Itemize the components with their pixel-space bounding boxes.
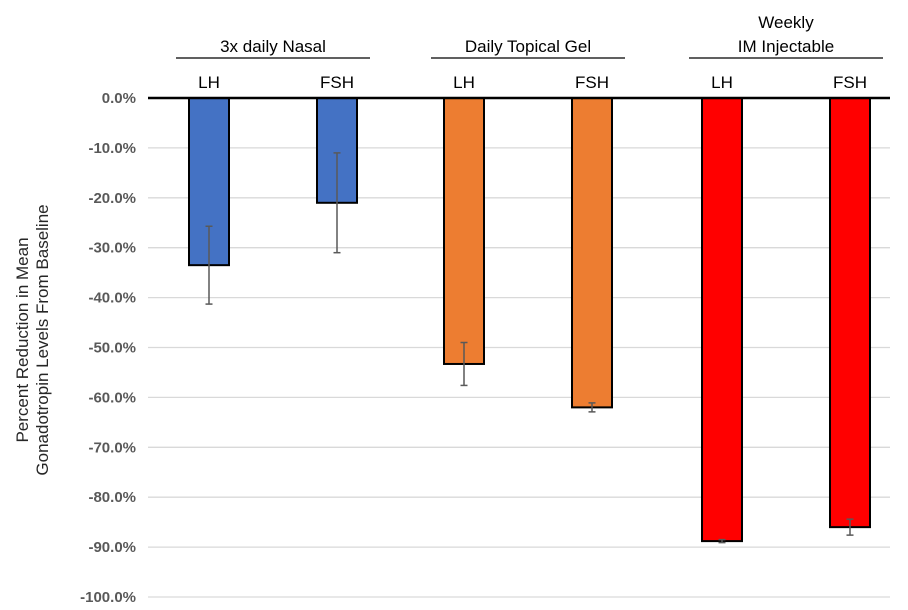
y-tick-labels: 0.0% -10.0% -20.0% -30.0% -40.0% -50.0% -60.0%… [80,90,136,606]
bars [188,97,871,543]
category-label: FSH [833,73,867,92]
group-label: IM Injectable [738,37,834,56]
y-tick-label: 0.0% [102,90,136,107]
y-tick-label: -30.0% [88,240,136,257]
y-tick-label: -20.0% [88,190,136,207]
group-label: 3x daily Nasal [220,37,326,56]
bar-lh [701,97,743,543]
y-tick-label: -40.0% [88,290,136,307]
y-tick-label: -100.0% [80,589,136,606]
error-bars [205,152,854,544]
group-label: Daily Topical Gel [465,37,591,56]
category-label: FSH [575,73,609,92]
y-tick-label: -10.0% [88,140,136,157]
gridlines [148,147,890,598]
group-labels: 3x daily Nasal Daily Topical Gel Weekly IM … [176,13,883,59]
y-tick-label: -80.0% [88,489,136,506]
category-label: FSH [320,73,354,92]
y-axis-label: Percent Reduction in MeanGonadotropin Le… [13,204,52,475]
y-axis-label-line: Gonadotropin Levels From Baseline [33,204,52,475]
bar-fsh [571,97,613,409]
y-axis-label-line: Percent Reduction in Mean [13,237,32,442]
y-tick-label: -90.0% [88,539,136,556]
category-label: LH [198,73,220,92]
y-tick-label: -50.0% [88,340,136,357]
bar-fsh [829,97,871,529]
category-label: LH [453,73,475,92]
group-label: Weekly [758,13,814,32]
category-labels: LH FSH LH FSH LH FSH [198,73,867,92]
bar-lh [443,97,485,365]
y-tick-label: -60.0% [88,389,136,406]
y-tick-label: -70.0% [88,439,136,456]
category-label: LH [711,73,733,92]
